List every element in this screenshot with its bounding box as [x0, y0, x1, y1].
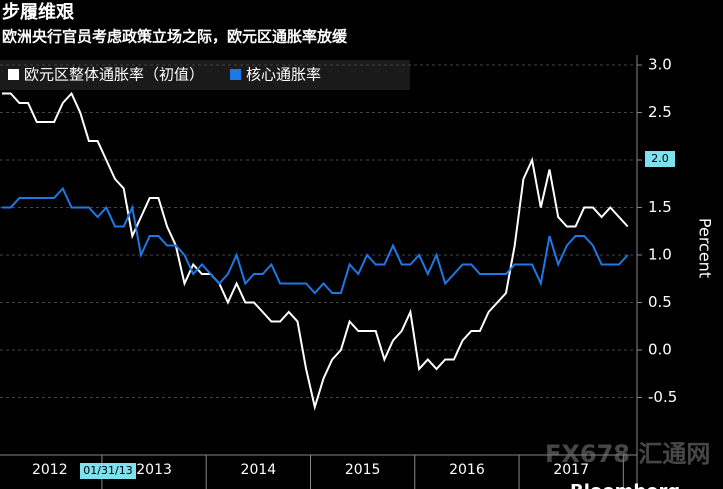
series-line: [2, 186, 629, 295]
source: Bloomberg: [570, 481, 680, 489]
x-tick-label: 2016: [449, 462, 485, 478]
x-tick-label: 2014: [241, 462, 277, 478]
hover-date: 01/31/13: [83, 464, 132, 477]
series-line: [2, 91, 629, 411]
y-axis-label: Percent: [696, 218, 715, 278]
legend-label: 核心通胀率: [246, 66, 321, 84]
y-tick-label: 0.5: [648, 293, 672, 311]
legend-swatch: [230, 69, 242, 80]
y-tick-label: 2.5: [648, 103, 672, 121]
y-tick-label: 1.5: [648, 198, 672, 216]
y-tick-label: -0.5: [648, 388, 677, 406]
x-tick-label: 2012: [32, 462, 68, 478]
x-tick-label: 2013: [136, 462, 172, 478]
x-tick-label: 2015: [345, 462, 381, 478]
x-tick-label: 2017: [553, 462, 589, 478]
hover-value-box: [645, 151, 675, 167]
hover-date-box: [80, 463, 136, 479]
watermark: FX678 汇通网: [545, 440, 710, 468]
y-tick-label: 1.0: [648, 246, 672, 264]
y-tick-label: 3.0: [648, 56, 672, 74]
legend-swatch: [8, 69, 19, 80]
y-tick-label: 0.0: [648, 341, 672, 359]
legend-label: 欧元区整体通胀率（初值）: [24, 66, 204, 84]
hover-value: 2.0: [651, 152, 669, 165]
chart-title: 步履维艰: [2, 1, 75, 23]
chart-subtitle: 欧洲央行官员考虑政策立场之际，欧元区通胀率放缓: [2, 28, 348, 46]
